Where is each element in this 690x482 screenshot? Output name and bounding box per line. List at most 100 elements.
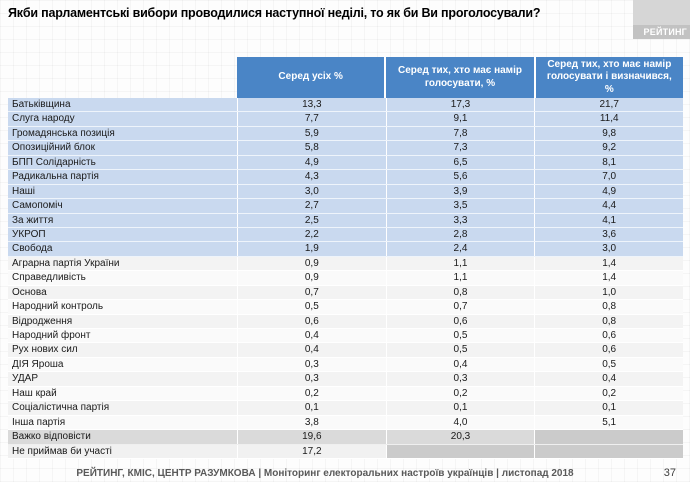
- party-name-cell: Не приймав би участі: [12, 445, 112, 457]
- value-cell: 0,7: [385, 300, 535, 314]
- party-name-cell: Відродження: [12, 315, 73, 327]
- party-name-cell: Справедливість: [12, 272, 86, 284]
- party-name-cell: ДІЯ Яроша: [12, 358, 64, 370]
- table-row: Наш край 0,2 0,2 0,2: [8, 386, 683, 402]
- value-cell: 0,8: [534, 300, 683, 314]
- poll-results-table: Серед усіх % Серед тих, хто має намір го…: [8, 57, 684, 459]
- value-cell: 0,4: [385, 357, 535, 372]
- value-cell: 8,1: [534, 155, 683, 170]
- value-cell: 2,2: [237, 227, 386, 242]
- page-title: Якби парламентські вибори проводилися на…: [8, 6, 541, 20]
- value-cell: 7,3: [385, 141, 535, 155]
- table-row: Справедливість 0,9 1,1 1,4: [8, 271, 683, 286]
- value-cell: 0,4: [534, 372, 683, 386]
- value-cell: 0,2: [385, 386, 535, 401]
- column-header-intend-and-decided: Серед тих, хто має намір голосувати і ви…: [533, 57, 683, 98]
- value-cell: 0,6: [534, 329, 683, 343]
- table-row: Інша партія 3,8 4,0 5,1: [8, 415, 683, 431]
- value-cell: 1,4: [534, 256, 683, 271]
- empty-value-cell: [385, 444, 535, 458]
- value-cell: 1,4: [534, 271, 683, 285]
- table-row: Важко відповісти 19,6 20,3: [8, 430, 684, 445]
- value-cell: 3,6: [534, 227, 683, 242]
- party-name-cell: Свобода: [12, 243, 53, 255]
- party-name-cell: Самопоміч: [12, 200, 63, 212]
- value-cell: 2,8: [385, 227, 535, 242]
- value-cell: 4,9: [534, 184, 683, 199]
- value-cell: 0,7: [237, 285, 386, 300]
- empty-value-cell: [534, 430, 684, 444]
- value-cell: 19,6: [237, 430, 386, 444]
- value-cell: 2,5: [237, 213, 386, 227]
- party-name-cell: Наш край: [12, 387, 57, 399]
- empty-value-cell: [534, 444, 684, 458]
- value-cell: 2,7: [237, 199, 386, 213]
- value-cell: 7,8: [385, 126, 535, 141]
- table-row: За життя 2,5 3,3 4,1: [8, 213, 683, 228]
- table-row: Радикальна партія 4,3 5,6 7,0: [8, 170, 683, 185]
- party-name-cell: За життя: [12, 214, 54, 226]
- value-cell: 3,9: [385, 184, 535, 199]
- value-cell: 4,1: [534, 213, 683, 227]
- table-header-row: Серед усіх % Серед тих, хто має намір го…: [237, 57, 683, 98]
- table-row: УКРОП 2,2 2,8 3,6: [8, 227, 683, 243]
- value-cell: 3,8: [237, 415, 386, 430]
- party-name-cell: УДАР: [12, 373, 39, 385]
- value-cell: 2,4: [385, 242, 535, 256]
- value-cell: 11,4: [534, 112, 683, 126]
- party-name-cell: Громадянська позиція: [12, 127, 115, 139]
- value-cell: 4,3: [237, 170, 386, 184]
- party-name-cell: Слуга народу: [12, 113, 75, 125]
- party-name-cell: Батьківщина: [12, 99, 71, 110]
- value-cell: 9,1: [385, 112, 535, 126]
- value-cell: 0,9: [237, 256, 386, 271]
- table-row: Слуга народу 7,7 9,1 11,4: [8, 112, 683, 127]
- table-row: Народний контроль 0,5 0,7 0,8: [8, 300, 683, 315]
- table-row: Рух нових сил 0,4 0,5 0,6: [8, 343, 683, 358]
- table-row: Громадянська позиція 5,9 7,8 9,8: [8, 126, 683, 142]
- value-cell: 13,3: [237, 98, 386, 112]
- value-cell: 4,0: [385, 415, 535, 430]
- value-cell: 0,5: [385, 343, 535, 357]
- value-cell: 9,8: [534, 126, 683, 141]
- party-name-cell: Народний фронт: [12, 330, 91, 341]
- table-body: Батьківщина 13,3 17,3 21,7 Слуга народу 7,7 9,…: [8, 98, 684, 459]
- value-cell: 5,9: [237, 126, 386, 141]
- rating-logo: РЕЙТИНГ: [633, 0, 690, 39]
- value-cell: 1,0: [534, 285, 683, 300]
- value-cell: 3,0: [534, 242, 683, 256]
- value-cell: 4,9: [237, 155, 386, 170]
- party-name-cell: Важко відповісти: [12, 431, 91, 443]
- table-row: Батьківщина 13,3 17,3 21,7: [8, 98, 683, 113]
- value-cell: 4,4: [534, 199, 683, 213]
- footer-source: РЕЙТИНГ, КМІС, ЦЕНТР РАЗУМКОВА | Монітор…: [76, 468, 574, 479]
- value-cell: 17,3: [385, 98, 535, 112]
- party-name-cell: Аграрна партія України: [12, 257, 120, 269]
- value-cell: 1,9: [237, 242, 386, 256]
- party-name-cell: Радикальна партія: [12, 171, 99, 183]
- party-name-cell: БПП Солідарність: [12, 156, 96, 168]
- value-cell: 1,1: [385, 256, 535, 271]
- table-row: Опозиційний блок 5,8 7,3 9,2: [8, 141, 683, 156]
- table-row: Народний фронт 0,4 0,5 0,6: [8, 329, 683, 344]
- column-header-intend-to-vote: Серед тих, хто має намір голосувати, %: [384, 57, 533, 98]
- value-cell: 0,1: [385, 401, 535, 415]
- party-name-cell: Опозиційний блок: [12, 142, 95, 154]
- value-cell: 0,8: [534, 314, 683, 328]
- value-cell: 3,3: [385, 213, 535, 227]
- table-row: Не приймав би участі 17,2: [8, 444, 684, 459]
- value-cell: 5,6: [385, 170, 535, 184]
- value-cell: 0,8: [385, 285, 535, 300]
- value-cell: 0,1: [237, 401, 386, 415]
- value-cell: 0,1: [534, 401, 683, 415]
- party-name-cell: Інша партія: [12, 416, 66, 428]
- value-cell: 6,5: [385, 155, 535, 170]
- value-cell: 17,2: [237, 444, 386, 458]
- party-name-cell: Основа: [12, 286, 47, 298]
- value-cell: 20,3: [385, 430, 535, 444]
- table-row: Наші 3,0 3,9 4,9: [8, 184, 683, 200]
- table-row: Свобода 1,9 2,4 3,0: [8, 242, 683, 257]
- table-row: Відродження 0,6 0,6 0,8: [8, 314, 683, 329]
- value-cell: 5,8: [237, 141, 386, 155]
